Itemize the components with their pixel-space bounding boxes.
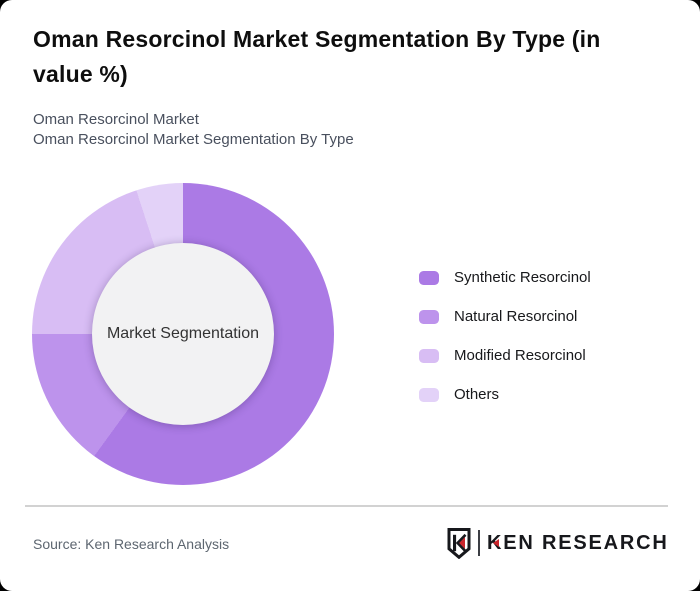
ken-research-logo: KEN RESEARCH [447, 527, 669, 559]
donut-chart[interactable]: Market Segmentation [32, 183, 334, 485]
legend-item-others[interactable]: Others [419, 386, 591, 403]
logo-separator [478, 530, 480, 556]
subtitle-line-2: Oman Resorcinol Market Segmentation By T… [33, 130, 354, 148]
legend-swatch-icon [419, 270, 439, 285]
legend-label: Others [454, 386, 500, 403]
donut-center-label: Market Segmentation [106, 325, 260, 342]
legend-label: Synthetic Resorcinol [454, 269, 591, 286]
logo-k-triangle-icon [493, 539, 499, 547]
donut-center: Market Segmentation [92, 243, 274, 425]
page-title: Oman Resorcinol Market Segmentation By T… [33, 26, 601, 87]
source-note: Source: Ken Research Analysis [33, 536, 230, 552]
logo-wordmark: KEN RESEARCH [487, 531, 669, 554]
subtitle-line-1: Oman Resorcinol Market [33, 111, 199, 128]
chart-subtitle: Oman Resorcinol Market Oman Resorcinol M… [33, 110, 354, 149]
legend-label: Natural Resorcinol [454, 308, 578, 325]
footer-divider [25, 505, 668, 507]
legend-label: Modified Resorcinol [454, 347, 586, 364]
legend-swatch-icon [419, 348, 439, 363]
legend-item-modified-resorcinol[interactable]: Modified Resorcinol [419, 347, 591, 364]
legend-item-natural-resorcinol[interactable]: Natural Resorcinol [419, 308, 591, 325]
legend-swatch-icon [419, 309, 439, 324]
legend-item-synthetic-resorcinol[interactable]: Synthetic Resorcinol [419, 269, 591, 286]
ken-research-shield-icon [447, 527, 471, 559]
legend-swatch-icon [419, 387, 439, 402]
chart-legend: Synthetic Resorcinol Natural Resorcinol Mo… [419, 269, 591, 403]
